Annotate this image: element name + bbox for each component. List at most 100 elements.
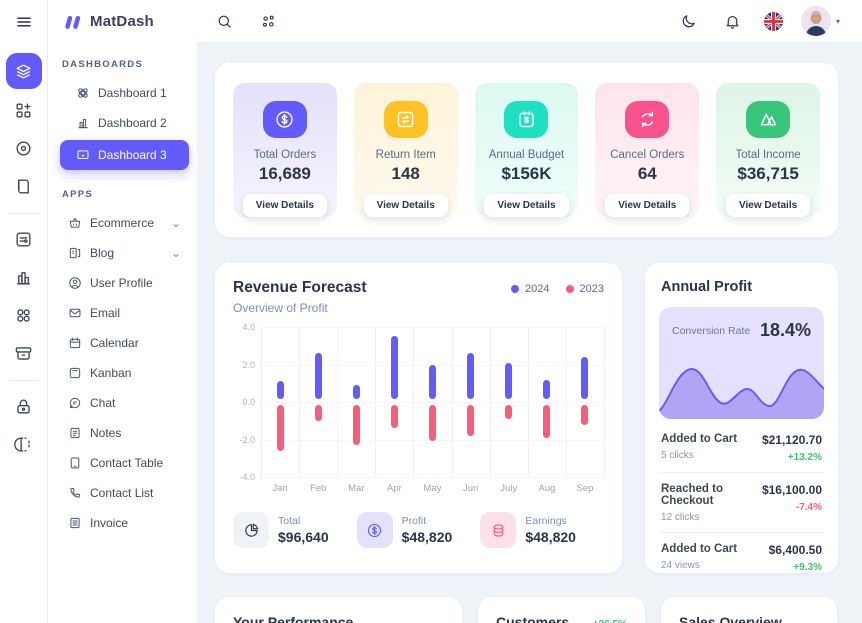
- bar-2023-Jan: [276, 404, 284, 451]
- section-label-dashboards: DASHBOARDS: [62, 59, 144, 70]
- y-tick: -2.0: [239, 434, 255, 445]
- sidebar-item-label: Dashboard 2: [98, 116, 167, 130]
- return-box-icon: [383, 101, 428, 138]
- profit-row: Added to Cart 5 clicks $21,120.70 +13.2%: [659, 423, 824, 473]
- view-details-button[interactable]: View Details: [363, 194, 448, 217]
- legend-dot: [511, 285, 520, 293]
- rail-item-layout[interactable]: [7, 427, 41, 461]
- sidebar-item-chat[interactable]: Chat: [60, 390, 189, 416]
- bar-2023-July: [505, 404, 513, 419]
- bell-icon[interactable]: [720, 8, 746, 34]
- sidebar-item-notes[interactable]: Notes: [60, 420, 189, 446]
- stat-value: 148: [391, 164, 420, 183]
- mail-icon: [69, 308, 81, 318]
- rail-item-widgets[interactable]: [7, 93, 41, 127]
- archive-icon: [15, 346, 32, 360]
- logo[interactable]: MatDash: [48, 0, 197, 43]
- phone-icon: [70, 487, 81, 498]
- rail-divider: [8, 213, 39, 214]
- profit-summary: Profit $48,820: [356, 512, 481, 548]
- atom-icon: [78, 88, 88, 98]
- uk-flag-icon[interactable]: [763, 11, 783, 31]
- stat-value: 16,689: [258, 164, 311, 183]
- rail-item-auth[interactable]: [7, 389, 41, 423]
- menu-icon[interactable]: [0, 0, 47, 43]
- bar-2024-July: [505, 362, 513, 400]
- rail-item-dashboards[interactable]: [5, 53, 42, 89]
- sidebar-item-email[interactable]: Email: [60, 300, 189, 326]
- profile-menu[interactable]: ▾: [800, 6, 840, 36]
- shapes-icon: [17, 308, 30, 322]
- legend-item-2023[interactable]: 2023: [565, 283, 604, 295]
- sidebar-item-label: Email: [90, 306, 121, 320]
- legend-item-2024[interactable]: 2024: [511, 283, 550, 295]
- sidebar-item-contact-list[interactable]: Contact List: [60, 480, 189, 506]
- disc-icon: [16, 140, 31, 156]
- legend-label: 2024: [525, 283, 550, 295]
- sidebar-item-label: Dashboard 3: [98, 148, 167, 162]
- sidebar-item-contact-table[interactable]: Contact Table: [60, 450, 189, 476]
- x-tick: Apr: [386, 483, 402, 494]
- customers-change: +26.5%: [593, 619, 627, 623]
- chevron-down-icon[interactable]: ⌄: [170, 216, 181, 230]
- sidebar-item-calendar[interactable]: Calendar: [60, 330, 189, 356]
- card-title: Annual Profit: [661, 279, 753, 295]
- bar-2024-Jun: [467, 353, 475, 400]
- stat-label: Total Income: [735, 149, 801, 161]
- sidebar-item-dashboard-1[interactable]: Dashboard 1: [60, 80, 189, 106]
- sidebar-item-label: Contact Table: [90, 456, 164, 470]
- chevron-down-icon[interactable]: ⌄: [170, 246, 181, 260]
- total-label: Total: [278, 515, 301, 527]
- sidebar-item-label: Contact List: [90, 486, 154, 500]
- view-details-button[interactable]: View Details: [605, 194, 690, 217]
- card-title: Customers: [496, 614, 570, 623]
- notes-icon: [70, 427, 80, 439]
- bar-2024-Aug: [543, 379, 551, 400]
- sidebar-item-dashboard-2[interactable]: Dashboard 2: [60, 110, 189, 136]
- sidebar-item-invoice[interactable]: Invoice: [60, 510, 189, 536]
- sidebar-item-label: Invoice: [90, 516, 129, 530]
- avatar: [800, 6, 831, 36]
- bar-2023-Mar: [352, 404, 360, 446]
- total-value: $48,820: [401, 529, 453, 545]
- revenue-plot: [261, 327, 605, 478]
- x-tick: Aug: [538, 483, 556, 494]
- sidebar-item-kanban[interactable]: Kanban: [60, 360, 189, 386]
- conversion-rate-panel: Conversion Rate 18.4%: [659, 307, 824, 419]
- stat-card-return-item: Return Item 148 View Details: [353, 83, 458, 217]
- stat-card-total-income: Total Income $36,715 View Details: [716, 83, 820, 217]
- sales-overview-card: Sales Overview: [661, 597, 837, 623]
- moon-icon[interactable]: [676, 8, 702, 34]
- panel-icon: [14, 436, 30, 452]
- total-value: $48,820: [525, 529, 576, 545]
- search-icon[interactable]: [211, 8, 237, 34]
- view-details-button[interactable]: View Details: [725, 194, 811, 217]
- stat-label: Annual Budget: [488, 149, 565, 161]
- apps-dots-icon[interactable]: [255, 8, 281, 34]
- your-performance-card: Your Performance: [215, 597, 462, 623]
- rail-item-settings[interactable]: [7, 222, 41, 256]
- rail-item-charts[interactable]: [7, 260, 41, 294]
- rail-item-archive[interactable]: [7, 336, 41, 370]
- chart-legend: 2024 2023: [511, 279, 604, 295]
- sidebar-item-dashboard-3[interactable]: Dashboard 3: [60, 140, 189, 170]
- row-label: Reached to Checkout: [661, 483, 723, 507]
- sidebar-item-user-profile[interactable]: User Profile: [60, 270, 189, 296]
- dollar-circle-icon: [262, 101, 307, 138]
- view-details-button[interactable]: View Details: [484, 194, 569, 217]
- row-value: $6,400.50: [768, 543, 822, 557]
- rail-item-disc[interactable]: [7, 131, 41, 165]
- conversion-value: 18.4%: [759, 320, 811, 340]
- view-details-button[interactable]: View Details: [242, 194, 327, 217]
- profit-row: Added to Cart 24 views $6,400.50 +9.3%: [659, 533, 824, 582]
- sliders-card-icon: [16, 231, 31, 247]
- sidebar-divider: [60, 178, 189, 179]
- sidebar-item-ecommerce[interactable]: Ecommerce ⌄: [60, 210, 189, 236]
- sidebar-item-blog[interactable]: Blog ⌄: [60, 240, 189, 266]
- row-sublabel: 24 views: [661, 560, 700, 571]
- section-label-apps: APPS: [62, 189, 94, 200]
- chat-icon: [69, 397, 81, 409]
- rail-divider: [8, 380, 39, 381]
- rail-item-shapes[interactable]: [7, 298, 41, 332]
- rail-item-notebook[interactable]: [7, 169, 41, 203]
